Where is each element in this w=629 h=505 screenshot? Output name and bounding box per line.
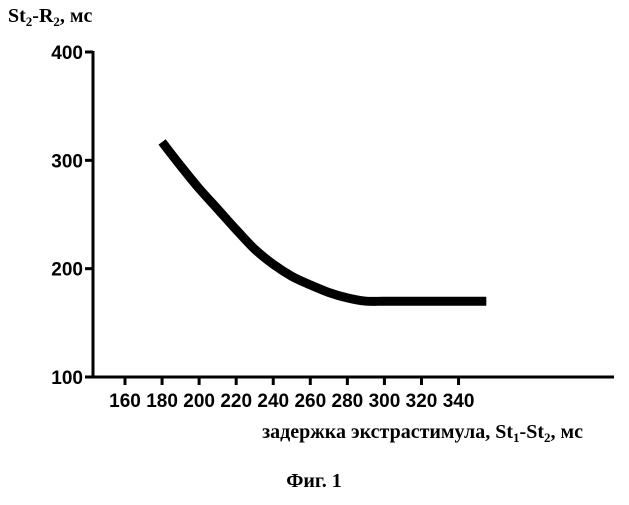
y-axis-title-unit: , мс <box>60 5 93 27</box>
y-tick-label-100: 100 <box>51 368 83 389</box>
y-tick-label-200: 200 <box>51 260 83 281</box>
series-line-0 <box>162 142 486 302</box>
x-axis-title-main: задержка экстрастимула, St <box>262 421 513 443</box>
x-tick-label-200: 200 <box>183 391 215 412</box>
x-tick-label-240: 240 <box>257 391 289 412</box>
x-axis-title-unit: , мс <box>551 421 584 443</box>
x-tick-label-280: 280 <box>332 391 364 412</box>
series-layer <box>162 142 486 302</box>
x-tick-label-260: 260 <box>294 391 326 412</box>
y-axis-title-mid: -R <box>32 5 54 27</box>
y-tick-label-300: 300 <box>51 151 83 172</box>
figure-caption: Фиг. 1 <box>286 470 342 492</box>
x-tick-label-180: 180 <box>146 391 178 412</box>
y-axis-title: St2-R2, мс <box>8 5 93 29</box>
x-tick-label-340: 340 <box>443 391 475 412</box>
x-axis-title: задержка экстрастимула, St1-St2, мс <box>262 421 583 445</box>
y-axis: 100 200 300 400 <box>51 43 93 389</box>
y-tick-label-400: 400 <box>51 43 83 64</box>
x-tick-label-320: 320 <box>406 391 438 412</box>
x-axis-title-mid: -St <box>520 421 545 443</box>
x-axis: 160180200220240260 280300320340 <box>92 377 614 412</box>
y-axis-title-main: St <box>8 5 26 27</box>
x-tick-label-160: 160 <box>109 391 141 412</box>
x-tick-label-220: 220 <box>220 391 252 412</box>
x-tick-label-300: 300 <box>369 391 401 412</box>
